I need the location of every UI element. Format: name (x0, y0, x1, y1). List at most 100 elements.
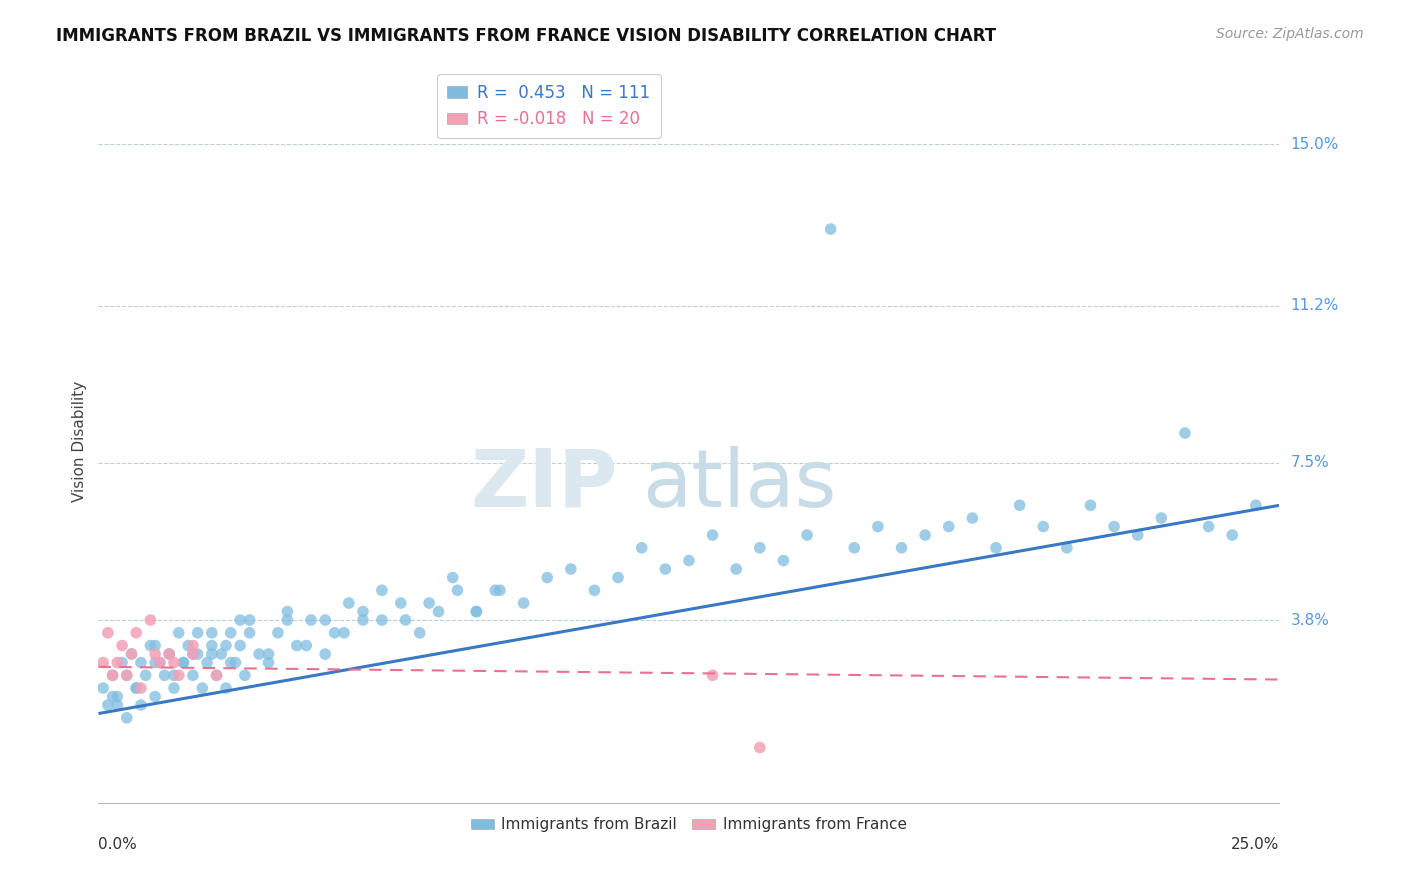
Point (157, 647, 180, 661)
Point (125, 625, 148, 640)
Point (105, 656, 128, 670)
Point (914, 528, 936, 542)
Point (233, 668, 256, 682)
Point (1150, 511, 1173, 525)
Point (115, 711, 138, 725)
Text: 3.8%: 3.8% (1291, 613, 1330, 628)
Point (418, 596, 440, 610)
Point (201, 625, 224, 640)
Point (512, 596, 534, 610)
Point (866, 519, 889, 533)
Point (187, 625, 209, 640)
Point (201, 647, 224, 661)
Point (201, 639, 224, 653)
Point (314, 613, 336, 627)
Point (389, 596, 412, 610)
Point (333, 625, 356, 640)
Point (181, 668, 204, 682)
Point (115, 668, 138, 682)
Point (219, 656, 242, 670)
Point (219, 625, 242, 640)
Point (583, 583, 606, 598)
Point (181, 647, 204, 661)
Point (465, 605, 488, 619)
Point (149, 656, 172, 670)
Point (167, 625, 190, 640)
Point (121, 647, 143, 661)
Point (484, 583, 506, 598)
Point (702, 528, 724, 542)
Point (177, 639, 200, 653)
Point (408, 625, 430, 640)
Point (1032, 519, 1054, 533)
Point (153, 668, 176, 682)
Point (371, 613, 394, 627)
Point (1080, 498, 1102, 512)
Point (962, 511, 984, 525)
Point (101, 668, 124, 682)
Point (337, 596, 360, 610)
Point (654, 562, 676, 576)
Point (748, 740, 770, 755)
Point (129, 656, 152, 670)
Point (352, 605, 374, 619)
Text: ZIP: ZIP (471, 446, 619, 524)
Point (125, 681, 148, 695)
Point (607, 570, 630, 584)
Point (844, 541, 866, 555)
Point (257, 656, 280, 670)
Point (678, 553, 700, 567)
Point (285, 639, 308, 653)
Point (257, 647, 280, 661)
Point (299, 613, 322, 627)
Point (215, 639, 238, 653)
Point (115, 668, 138, 682)
Point (323, 625, 346, 640)
Point (1102, 519, 1125, 533)
Point (163, 668, 186, 682)
Point (111, 639, 134, 653)
Point (224, 656, 246, 670)
Point (105, 690, 128, 704)
Point (91, 656, 114, 670)
Point (187, 647, 209, 661)
Point (167, 668, 190, 682)
Point (247, 647, 270, 661)
Point (1126, 528, 1149, 542)
Point (1008, 498, 1031, 512)
Point (215, 681, 238, 695)
Point (195, 656, 218, 670)
Point (427, 605, 450, 619)
Point (101, 690, 124, 704)
Legend: Immigrants from Brazil, Immigrants from France: Immigrants from Brazil, Immigrants from … (465, 812, 912, 838)
Point (97, 625, 120, 640)
Point (630, 541, 652, 555)
Point (163, 681, 186, 695)
Point (560, 562, 582, 576)
Point (314, 647, 336, 661)
Text: 25.0%: 25.0% (1232, 837, 1279, 852)
Point (125, 681, 148, 695)
Text: IMMIGRANTS FROM BRAZIL VS IMMIGRANTS FROM FRANCE VISION DISABILITY CORRELATION C: IMMIGRANTS FROM BRAZIL VS IMMIGRANTS FRO… (56, 27, 997, 45)
Text: 15.0%: 15.0% (1291, 136, 1339, 152)
Point (748, 541, 770, 555)
Point (143, 639, 166, 653)
Point (97, 698, 120, 712)
Point (371, 583, 394, 598)
Point (105, 698, 128, 712)
Point (465, 605, 488, 619)
Point (101, 668, 124, 682)
Point (149, 656, 172, 670)
Point (229, 613, 252, 627)
Point (181, 639, 204, 653)
Point (111, 656, 134, 670)
Point (1174, 425, 1197, 440)
Point (1198, 519, 1220, 533)
Point (163, 656, 186, 670)
Point (446, 583, 468, 598)
Point (143, 656, 166, 670)
Point (91, 681, 114, 695)
Point (239, 625, 262, 640)
Point (267, 625, 290, 640)
Text: 7.5%: 7.5% (1291, 455, 1329, 470)
